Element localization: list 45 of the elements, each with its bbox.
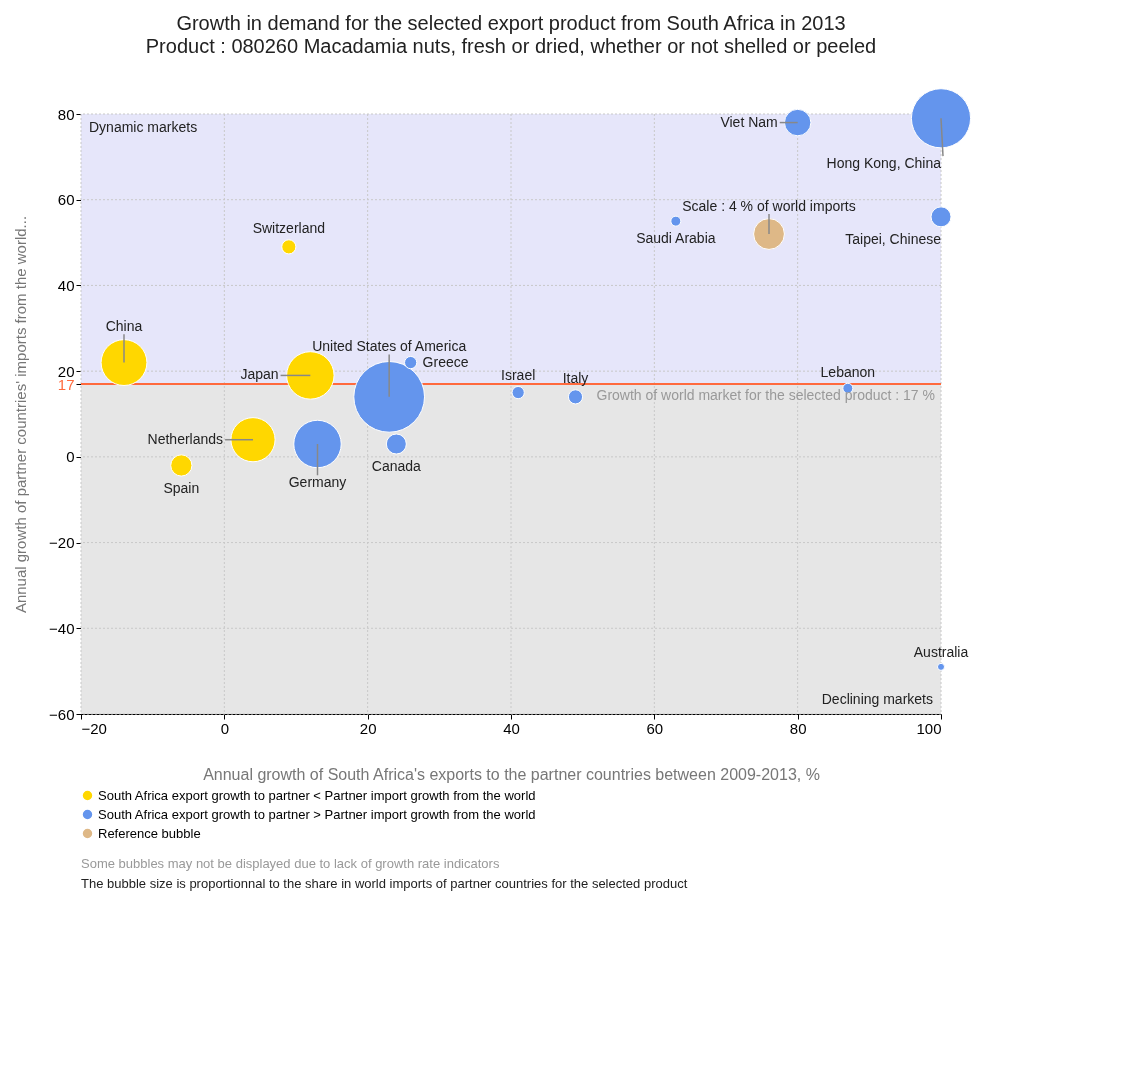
x-tick-label: 80 [789, 719, 807, 737]
x-tick-label: −20 [81, 719, 107, 737]
annotation: Israel [501, 366, 536, 383]
annotation: Scale : 4 % of world imports [682, 197, 856, 214]
x-tick-label: 60 [646, 719, 664, 737]
annotation: Hong Kong, China [826, 154, 942, 171]
annotation: United States of America [312, 337, 467, 354]
y-tick-label: −20 [49, 534, 75, 552]
annotation: Japan [240, 366, 279, 383]
ref-line-label: Growth of world market for the selected product : 17 % [596, 387, 935, 403]
legend-label: South Africa export growth to partner > Partner import growth from the world [98, 806, 536, 822]
annotation: Switzerland [252, 219, 326, 236]
annotation: Viet Nam [720, 113, 778, 130]
chart-subtitle: Product : 080260 Macadamia nuts, fresh or dried, whether or not shelled or peeled [145, 34, 877, 57]
chart-title: Growth in demand for the selected export product from South Africa in 2013 [176, 11, 846, 34]
annotation: Australia [913, 643, 969, 660]
legend-label: South Africa export growth to partner < Partner import growth from the world [98, 787, 536, 803]
x-tick-label: 0 [220, 719, 230, 737]
annotation: Canada [371, 458, 422, 475]
y-tick-label: 20 [57, 362, 75, 380]
legend-label: Reference bubble [98, 825, 201, 841]
y-tick-label: −40 [49, 619, 75, 637]
text: Some bubbles may not be displayed due to lack of growth rate indicators [81, 856, 500, 871]
band-label: Dynamic markets [89, 119, 198, 135]
y-tick-label: 0 [66, 448, 75, 466]
x-axis-title: Annual growth of South Africa's exports to the partner countries between 2009-2013, % [203, 765, 820, 783]
annotation: Germany [288, 473, 347, 490]
y-tick-label: −60 [49, 705, 75, 723]
annotation: Taipei, Chinese [845, 231, 942, 248]
annotation: Netherlands [147, 430, 224, 447]
band-label: Declining markets [821, 691, 933, 707]
x-tick-label: 20 [359, 719, 377, 737]
annotation: Lebanon [820, 363, 876, 380]
annotation: Italy [562, 369, 589, 386]
y-tick-label: 40 [57, 276, 75, 294]
annotation: Greece [422, 353, 469, 370]
annotation: Saudi Arabia [636, 229, 716, 246]
x-tick-label: 40 [503, 719, 520, 737]
y-tick-label: 60 [57, 191, 75, 209]
y-axis-title: Annual growth of partner countries' imports from the world... [12, 215, 30, 614]
text: The bubble size is proportionnal to the share in world imports of partner countries for the selected product [81, 876, 688, 891]
x-tick-label: 100 [916, 719, 942, 737]
y-tick-label: 80 [57, 105, 75, 123]
annotation: China [105, 317, 143, 334]
annotation: Spain [163, 480, 200, 497]
